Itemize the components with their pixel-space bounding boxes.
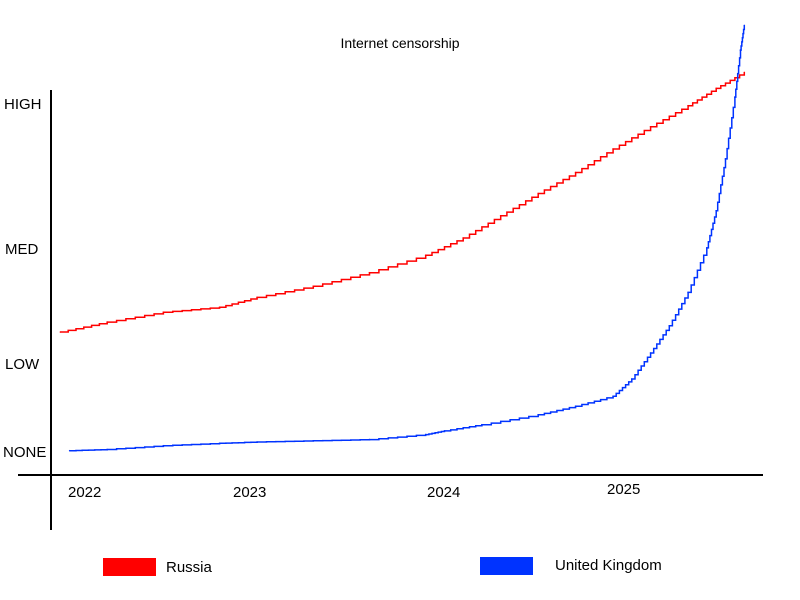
data-point	[424, 433, 427, 436]
data-point	[574, 171, 577, 174]
data-point	[687, 104, 689, 107]
y-tick-labels: NONE LOW MED HIGH	[3, 96, 46, 461]
data-point	[218, 442, 221, 445]
data-point	[256, 296, 258, 299]
data-point	[739, 49, 742, 51]
data-point	[724, 158, 727, 160]
data-point	[499, 215, 502, 217]
data-point	[481, 423, 483, 426]
x-tick-label: 2025	[607, 481, 640, 498]
data-point	[668, 325, 671, 327]
data-point	[631, 378, 633, 380]
data-point	[68, 449, 71, 452]
legend: Russia United Kingdom	[103, 557, 662, 576]
data-point	[106, 321, 108, 323]
data-point	[218, 306, 221, 309]
x-tick-label: 2022	[68, 484, 101, 501]
data-point	[734, 96, 736, 98]
data-point	[106, 448, 108, 451]
data-point	[743, 24, 746, 27]
series-line-russia	[60, 72, 746, 333]
legend-label-russia: Russia	[166, 559, 213, 576]
y-tick-label: MED	[5, 241, 39, 258]
data-point	[424, 254, 427, 257]
data-point	[687, 291, 689, 294]
data-point	[612, 148, 614, 150]
data-point	[612, 395, 614, 398]
y-tick-label: NONE	[3, 444, 46, 461]
data-point	[649, 126, 652, 128]
x-tick-labels: 2022 2023 2024 2025	[68, 481, 640, 501]
legend-swatch-russia	[103, 558, 156, 576]
data-point	[312, 285, 315, 288]
data-point	[574, 405, 577, 408]
data-point	[368, 271, 371, 274]
data-point	[715, 210, 717, 212]
data-point	[59, 331, 62, 333]
data-point	[715, 87, 717, 90]
chart-title: Internet censorship	[340, 35, 459, 51]
data-point	[537, 414, 539, 416]
data-point	[443, 430, 446, 432]
data-point	[462, 237, 465, 239]
legend-swatch-united-kingdom	[480, 557, 533, 575]
y-tick-label: HIGH	[4, 96, 42, 113]
data-point	[537, 192, 539, 195]
series-layer	[59, 24, 746, 452]
data-point	[649, 352, 652, 354]
x-tick-label: 2024	[427, 484, 460, 501]
series-line-united-kingdom	[69, 25, 746, 452]
data-point	[162, 311, 165, 314]
x-tick-label: 2023	[233, 484, 266, 501]
legend-label-united-kingdom: United Kingdom	[555, 557, 662, 574]
data-point	[162, 444, 165, 447]
data-point	[743, 71, 746, 74]
data-point	[256, 441, 258, 443]
y-tick-label: LOW	[5, 356, 40, 373]
data-point	[706, 247, 708, 249]
data-point	[368, 438, 371, 441]
data-point	[312, 440, 315, 442]
